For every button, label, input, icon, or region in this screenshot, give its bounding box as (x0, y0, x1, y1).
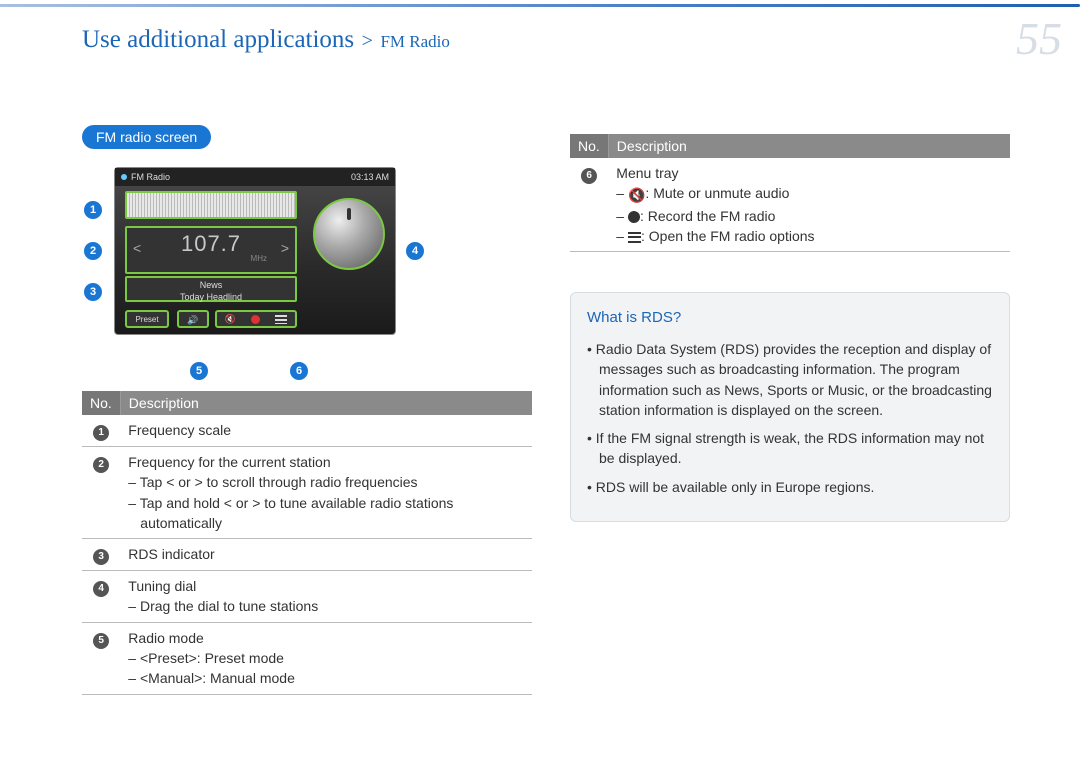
callout-6: 6 (290, 362, 308, 380)
description-table-left: No. Description 1 Frequency scale 2 Freq… (82, 391, 532, 695)
th-desc: Description (120, 391, 532, 415)
breadcrumb-sub: FM Radio (380, 32, 449, 51)
rds-line2: Today Headlind (127, 291, 295, 303)
table-header-row: No. Description (82, 391, 532, 415)
info-title: What is RDS? (587, 307, 993, 329)
callout-5: 5 (190, 362, 208, 380)
callout-3: 3 (84, 283, 102, 301)
row-bullet: Tap < or > to scroll through radio frequ… (140, 472, 524, 492)
freq-prev-icon[interactable]: < (133, 240, 141, 256)
breadcrumb-sep: > (362, 30, 373, 52)
row-bullet: Drag the dial to tune stations (140, 596, 524, 616)
th-desc: Description (608, 134, 1010, 158)
fm-radio-diagram: FM Radio 03:13 AM < 107.7 MHz > News Tod… (82, 167, 532, 335)
table-row: 5 Radio mode <Preset>: Preset mode <Manu… (82, 622, 532, 694)
row-desc: Tuning dial Drag the dial to tune statio… (120, 571, 532, 623)
frequency-value: 107.7 (181, 231, 241, 256)
frequency-unit: MHz (251, 254, 267, 263)
th-no: No. (82, 391, 120, 415)
menu-icon (628, 232, 641, 243)
table-row: 2 Frequency for the current station Tap … (82, 447, 532, 539)
row-desc: Radio mode <Preset>: Preset mode <Manual… (120, 622, 532, 694)
section-pill: FM radio screen (82, 125, 211, 149)
row-bullet: : Open the FM radio options (628, 226, 1002, 246)
row-desc: Frequency for the current station Tap < … (120, 447, 532, 539)
info-bullet: Radio Data System (RDS) provides the rec… (599, 339, 993, 420)
row-desc: Frequency scale (120, 415, 532, 447)
info-bullet: RDS will be available only in Europe reg… (599, 477, 993, 497)
breadcrumb-main: Use additional applications (82, 26, 354, 53)
preset-button[interactable]: Preset (125, 310, 169, 328)
row-num: 6 (581, 168, 597, 184)
frequency-scale[interactable] (125, 191, 297, 219)
radio-title: FM Radio (131, 172, 170, 182)
table-row: 1 Frequency scale (82, 415, 532, 447)
record-icon[interactable] (251, 315, 260, 324)
row-num: 5 (93, 633, 109, 649)
callout-1: 1 (84, 201, 102, 219)
sound-button[interactable]: 🔊 (177, 310, 209, 328)
menu-tray[interactable]: 🔇 (215, 310, 297, 328)
row-num: 3 (93, 549, 109, 565)
radio-statusbar: FM Radio 03:13 AM (115, 168, 395, 186)
fm-radio-device: FM Radio 03:13 AM < 107.7 MHz > News Tod… (114, 167, 396, 335)
status-dot-icon (121, 174, 127, 180)
description-table-right: No. Description 6 Menu tray 🔇: Mute or u… (570, 134, 1010, 252)
breadcrumb: Use additional applications > FM Radio (82, 26, 450, 54)
row-num: 1 (93, 425, 109, 441)
row-bullet: 🔇: Mute or unmute audio (628, 183, 1002, 205)
row-num: 2 (93, 457, 109, 473)
row-bullet: Tap and hold < or > to tune available ra… (140, 493, 524, 534)
callout-4: 4 (406, 242, 424, 260)
row-bullet: : Record the FM radio (628, 206, 1002, 226)
mute-icon: 🔇 (628, 185, 645, 205)
record-icon (628, 211, 640, 223)
row-bullet: <Preset>: Preset mode (140, 648, 524, 668)
right-column: No. Description 6 Menu tray 🔇: Mute or u… (570, 134, 1010, 522)
freq-next-icon[interactable]: > (281, 240, 289, 256)
info-bullet: If the FM signal strength is weak, the R… (599, 428, 993, 469)
row-num: 4 (93, 581, 109, 597)
radio-clock: 03:13 AM (351, 172, 389, 182)
rds-info-box: What is RDS? Radio Data System (RDS) pro… (570, 292, 1010, 522)
tuning-dial[interactable] (313, 198, 385, 270)
page-top-accent (0, 4, 1080, 7)
table-row: 6 Menu tray 🔇: Mute or unmute audio : Re… (570, 158, 1010, 252)
row-desc: Menu tray 🔇: Mute or unmute audio : Reco… (608, 158, 1010, 252)
frequency-display[interactable]: < 107.7 MHz > (125, 226, 297, 274)
row-bullet: <Manual>: Manual mode (140, 668, 524, 688)
row-desc: RDS indicator (120, 539, 532, 571)
options-icon[interactable] (275, 315, 287, 324)
callout-2: 2 (84, 242, 102, 260)
left-column: FM radio screen FM Radio 03:13 AM < 107.… (82, 125, 532, 695)
table-row: 4 Tuning dial Drag the dial to tune stat… (82, 571, 532, 623)
rds-line1: News (127, 279, 295, 291)
th-no: No. (570, 134, 608, 158)
page-number: 55 (1016, 12, 1062, 65)
table-header-row: No. Description (570, 134, 1010, 158)
mute-icon[interactable]: 🔇 (225, 314, 236, 325)
table-row: 3 RDS indicator (82, 539, 532, 571)
rds-indicator: News Today Headlind (125, 276, 297, 302)
